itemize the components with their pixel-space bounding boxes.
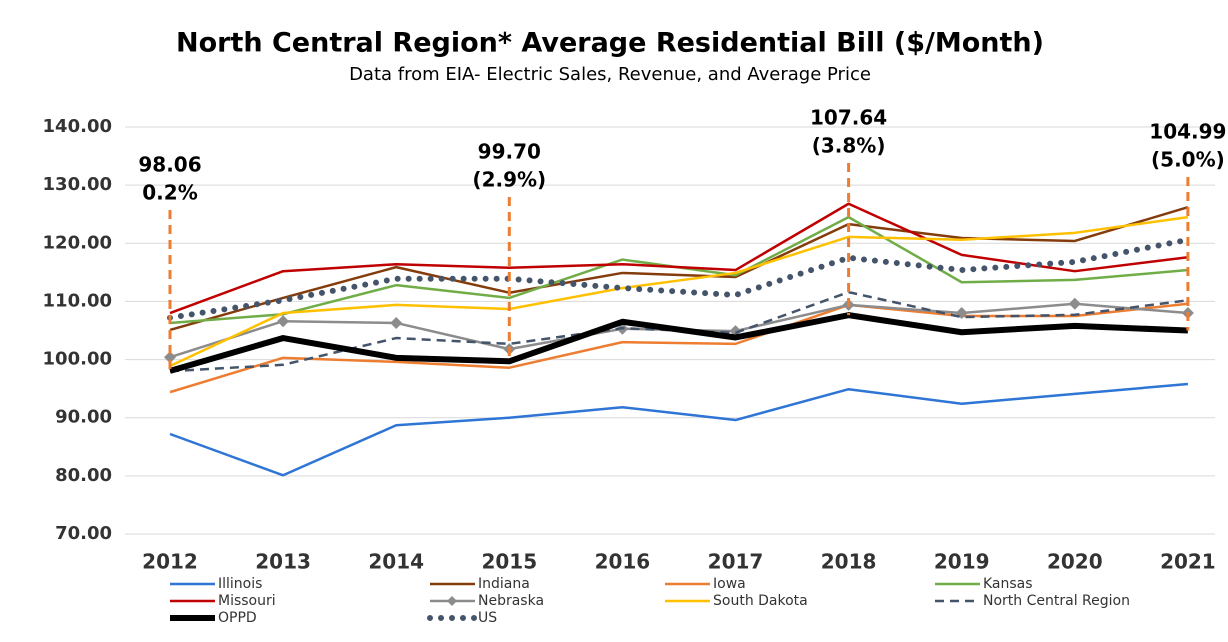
annotation-text: (2.9%) [472,168,546,192]
legend-label: Iowa [713,576,746,592]
x-tick-label: 2018 [821,550,877,574]
series-line [167,236,1191,321]
x-tick-label: 2016 [595,550,651,574]
x-tick-label: 2019 [934,550,990,574]
series-marker [164,351,176,364]
legend-label: Missouri [218,593,276,609]
legend-label: Nebraska [478,593,544,609]
legend-label: Kansas [983,576,1033,592]
legend-marker [447,596,457,606]
chart-subtitle: Data from EIA- Electric Sales, Revenue, … [349,64,871,85]
annotation-text: (5.0%) [1151,148,1225,172]
y-tick-label: 130.00 [43,174,112,195]
y-tick-label: 140.00 [43,116,112,137]
legend-label: Indiana [478,576,530,592]
x-tick-label: 2021 [1160,550,1216,574]
annotation-text: 104.99 [1149,120,1226,144]
legend-label: US [478,610,497,626]
legend-label: OPPD [218,610,257,626]
y-tick-label: 100.00 [43,349,112,370]
x-tick-label: 2017 [708,550,764,574]
series-line [169,312,1189,374]
series-line [169,382,1189,477]
series-line [169,206,1189,332]
x-tick-label: 2012 [142,550,198,574]
x-tick-label: 2014 [368,550,424,574]
annotation-text: (3.8%) [812,134,886,158]
series-line [169,215,1189,368]
x-tick-label: 2020 [1047,550,1103,574]
y-tick-label: 80.00 [55,465,112,486]
series-line [169,202,1189,315]
legend-label: Illinois [218,576,262,592]
series-marker [277,315,290,328]
y-tick-label: 120.00 [43,232,112,253]
annotation-text: 98.06 [138,153,201,177]
y-tick-label: 110.00 [43,290,112,311]
annotation-text: 0.2% [142,181,197,205]
series-marker [1068,297,1081,310]
x-tick-label: 2013 [255,550,311,574]
annotation-text: 99.70 [478,140,541,164]
legend-label: South Dakota [713,593,808,609]
y-tick-label: 70.00 [55,523,112,544]
legend-label: North Central Region [983,593,1130,609]
annotation-text: 107.64 [810,106,887,130]
chart-title: North Central Region* Average Residentia… [176,28,1044,59]
y-tick-label: 90.00 [55,407,112,428]
series-marker [390,316,403,329]
x-tick-label: 2015 [481,550,537,574]
